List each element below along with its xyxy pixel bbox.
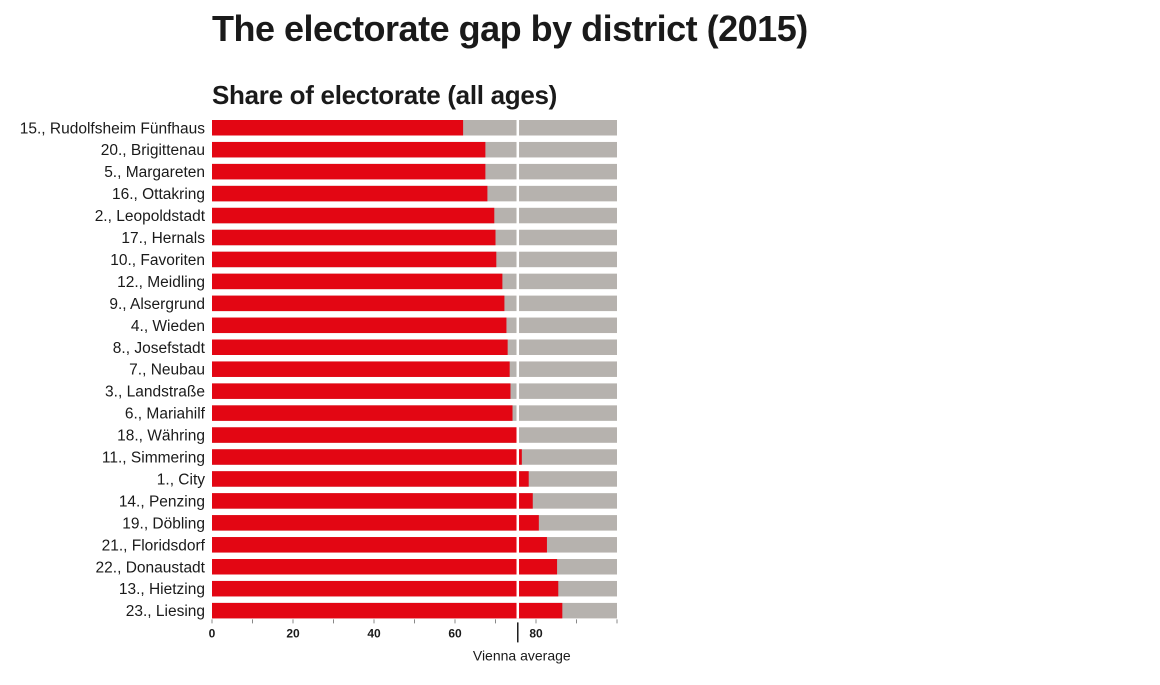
category-label: 10., Favoriten [110, 252, 205, 269]
bar [212, 427, 517, 443]
category-label: 17., Hernals [121, 230, 205, 247]
category-label: 1., City [157, 471, 205, 488]
bar [212, 559, 558, 575]
category-label: 20., Brigittenau [101, 142, 205, 159]
category-label: 15., Rudolfsheim Fünfhaus [20, 120, 205, 137]
bar [212, 229, 496, 246]
bar [212, 515, 539, 531]
x-tick-label: 60 [448, 626, 462, 640]
category-label: 3., Landstraße [105, 384, 205, 401]
bar [212, 251, 497, 268]
bar [212, 317, 507, 334]
bar [212, 537, 547, 553]
category-label: 2., Leopoldstadt [95, 208, 206, 225]
bar [212, 449, 522, 465]
category-label: 13., Hietzing [119, 581, 205, 598]
bar [212, 580, 559, 597]
category-label: 11., Simmering [102, 450, 205, 467]
category-label: 22., Donaustadt [96, 559, 206, 576]
category-label: 12., Meidling [117, 274, 205, 291]
bar [212, 141, 486, 158]
category-label: 18., Währing [117, 428, 205, 445]
x-tick-label: 0 [209, 626, 216, 640]
bar [212, 361, 510, 377]
bar [212, 295, 505, 312]
bar [212, 471, 529, 487]
category-label: 23., Liesing [126, 603, 205, 620]
category-label: 19., Döbling [122, 515, 205, 532]
category-label: 9., Alsergrund [109, 296, 205, 313]
category-label: 4., Wieden [131, 318, 205, 335]
bar [212, 273, 503, 290]
bar [212, 493, 533, 509]
bar [212, 602, 563, 619]
bar [212, 185, 488, 202]
x-tick-label: 80 [529, 626, 543, 640]
bar [212, 383, 511, 399]
average-label: Vienna average [473, 647, 571, 663]
category-label: 7., Neubau [129, 362, 205, 379]
x-tick-label: 20 [286, 626, 300, 640]
category-label: 8., Josefstadt [113, 340, 206, 357]
bar [212, 207, 495, 224]
bars-group [212, 120, 617, 619]
category-label: 21., Floridsdorf [102, 537, 206, 554]
x-axis: 0 20 40 60 80 [209, 619, 618, 640]
x-tick-label: 40 [367, 626, 381, 640]
bar [212, 339, 508, 355]
category-label: 5., Margareten [104, 164, 205, 181]
chart-subtitle: Share of electorate (all ages) [212, 80, 558, 110]
bar [212, 120, 464, 136]
average-line-group: Vienna average [473, 120, 571, 663]
category-label: 14., Penzing [119, 493, 205, 510]
category-label: 16., Ottakring [112, 186, 205, 203]
category-label: 6., Mariahilf [125, 406, 206, 423]
bar [212, 163, 486, 180]
category-labels: 15., Rudolfsheim Fünfhaus 20., Brigittena… [20, 120, 206, 620]
chart-title: The electorate gap by district (2015) [212, 8, 808, 49]
bar [212, 405, 513, 421]
